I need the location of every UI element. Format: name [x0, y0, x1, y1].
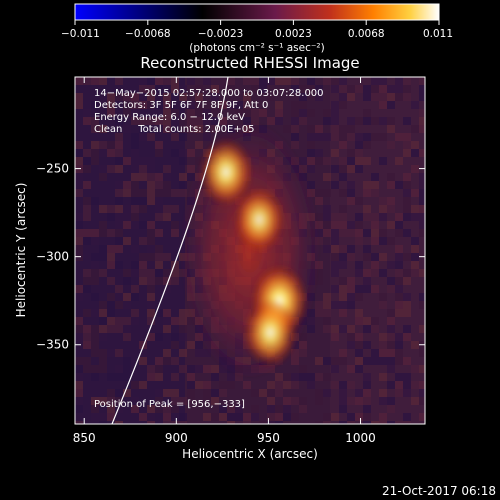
- colorbar-tick-label: 0.0068: [348, 28, 385, 40]
- info-detectors: Detectors: 3F 5F 6F 7F 8F 9F, Att 0: [94, 100, 268, 111]
- x-tick-label: 850: [73, 431, 96, 445]
- y-tick-label: −350: [36, 338, 69, 352]
- x-tick-label: 1000: [345, 431, 376, 445]
- solar-limb: [111, 77, 229, 424]
- emission-source: [198, 137, 254, 207]
- colorbar-tick-label: −0.011: [61, 28, 100, 40]
- info-energy-range: Energy Range: 6.0 − 12.0 keV: [94, 112, 245, 123]
- colorbar-tick-label: 0.011: [423, 28, 453, 40]
- colorbar-tick-label: −0.0023: [198, 28, 244, 40]
- info-time-range: 14−May−2015 02:57:28.000 to 03:07:28.000: [94, 88, 324, 99]
- colorbar-ticks: −0.011 −0.0068 −0.0023 0.0023 0.0068 0.011: [61, 20, 453, 40]
- colorbar-tick-label: 0.0023: [275, 28, 312, 40]
- x-tick-label: 900: [165, 431, 188, 445]
- colorbar-unit-label: (photons cm⁻² s⁻¹ asec⁻²): [189, 42, 324, 54]
- y-axis-ticks: −250 −300 −350: [36, 162, 425, 352]
- info-clean-counts: Clean Total counts: 2.00E+05: [94, 124, 254, 135]
- y-axis-label: Heliocentric Y (arcsec): [14, 183, 28, 318]
- footer-timestamp: 21-Oct-2017 06:18: [382, 484, 496, 498]
- y-tick-label: −300: [36, 250, 69, 264]
- colorbar-tick-label: −0.0068: [125, 28, 171, 40]
- emission-source: [243, 297, 298, 368]
- info-block: 14−May−2015 02:57:28.000 to 03:07:28.000…: [94, 88, 324, 410]
- emission-sources: [198, 137, 309, 368]
- plot-frame: [74, 76, 426, 425]
- emission-source: [233, 187, 285, 253]
- y-tick-label: −250: [36, 162, 69, 176]
- x-tick-label: 950: [257, 431, 280, 445]
- plot-title: Reconstructed RHESSI Image: [140, 54, 359, 72]
- x-axis-label: Heliocentric X (arcsec): [182, 447, 318, 461]
- x-axis-ticks: 850 900 950 1000: [73, 77, 376, 445]
- colorbar: [74, 3, 440, 21]
- info-peak-position: Position of Peak = [956,−333]: [94, 399, 245, 410]
- image-plot-area: [75, 77, 425, 424]
